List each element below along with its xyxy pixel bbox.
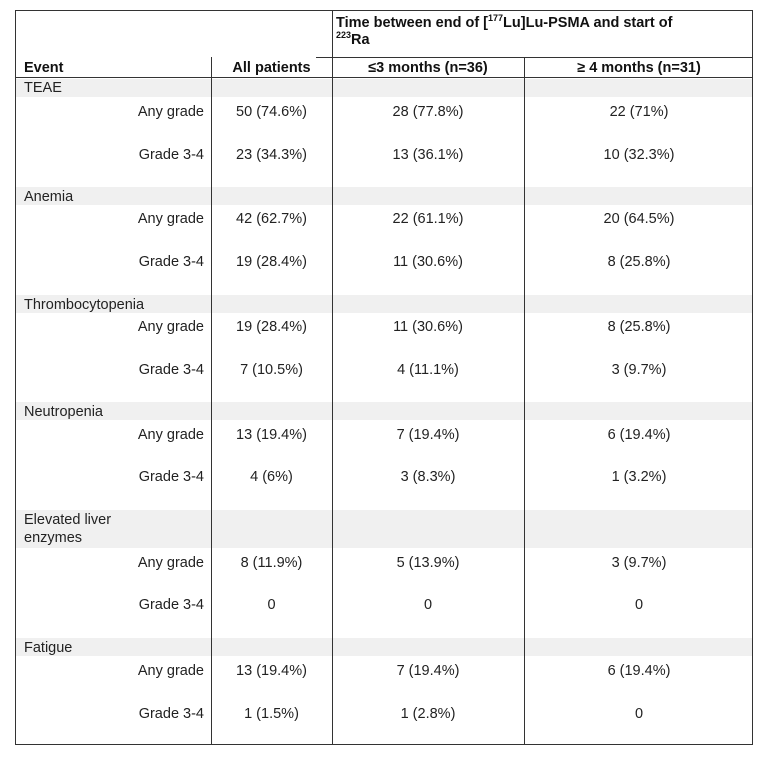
row-label: Grade 3-4 (138, 706, 204, 722)
cell-all-patients: 50 (74.6%) (236, 104, 307, 120)
row-label: Any grade (137, 211, 204, 227)
section-label-fatigue: Fatigue (24, 640, 73, 656)
section-label-line2: enzymes (24, 530, 83, 546)
column-header-ge4-months: ≥ 4 months (n=31) (577, 60, 701, 76)
cell-all-patients: 13 (19.4%) (236, 427, 307, 443)
section-band-fatigue (16, 638, 752, 656)
adverse-events-table: Time between end of [177Lu]Lu-PSMA and s… (15, 10, 753, 745)
cell-le3-months: 5 (13.9%) (396, 555, 460, 571)
cell-le3-months: 1 (2.8%) (400, 706, 456, 722)
subheader-divider (16, 77, 752, 78)
cell-le3-months: 3 (8.3%) (400, 469, 456, 485)
cell-all-patients: 19 (28.4%) (236, 319, 307, 335)
cell-all-patients: 0 (267, 597, 276, 613)
cell-le3-months: 11 (30.6%) (393, 319, 463, 335)
section-label-anemia: Anemia (24, 189, 74, 205)
section-band-anemia (16, 187, 752, 205)
cell-all-patients: 4 (6%) (250, 469, 293, 485)
cell-ge4-months: 8 (25.8%) (607, 254, 671, 270)
section-band-neutropenia (16, 402, 752, 420)
cell-ge4-months: 0 (634, 597, 644, 613)
cell-ge4-months: 3 (9.7%) (611, 362, 667, 378)
section-band-thrombocytopenia (16, 295, 752, 313)
cell-le3-months: 11 (30.6%) (393, 254, 463, 270)
cell-ge4-months: 6 (19.4%) (607, 427, 671, 443)
cell-ge4-months: 1 (3.2%) (611, 469, 667, 485)
header-divider (316, 57, 752, 58)
group-header-title: Time between end of [177Lu]Lu-PSMA and s… (336, 13, 673, 48)
cell-le3-months: 4 (11.1%) (397, 362, 459, 378)
cell-le3-months: 7 (19.4%) (396, 427, 460, 443)
row-label: Any grade (137, 104, 204, 120)
row-label: Grade 3-4 (138, 254, 204, 270)
cell-le3-months: 13 (36.1%) (392, 147, 464, 163)
section-band-teae (16, 79, 752, 97)
row-label: Any grade (137, 555, 204, 571)
cell-all-patients: 23 (34.3%) (236, 147, 307, 163)
cell-ge4-months: 6 (19.4%) (607, 663, 671, 679)
section-label-thrombocytopenia: Thrombocytopenia (24, 297, 145, 313)
section-label-neutropenia: Neutropenia (24, 404, 103, 420)
section-label-elevated-liver-enzymes: Elevated liver enzymes (24, 511, 111, 547)
cell-all-patients: 8 (11.9%) (240, 555, 303, 571)
cell-all-patients: 13 (19.4%) (236, 663, 307, 679)
section-label-teae: TEAE (24, 80, 62, 96)
cell-all-patients: 7 (10.5%) (240, 362, 303, 378)
row-label: Grade 3-4 (138, 362, 204, 378)
cell-ge4-months: 0 (634, 706, 644, 722)
section-band-liver (16, 510, 752, 548)
cell-ge4-months: 22 (71%) (609, 104, 669, 120)
column-divider (211, 57, 212, 744)
cell-le3-months: 7 (19.4%) (396, 663, 460, 679)
row-label: Any grade (137, 319, 204, 335)
column-header-le3-months: ≤3 months (n=36) (368, 60, 488, 76)
row-label: Grade 3-4 (138, 597, 204, 613)
cell-all-patients: 19 (28.4%) (236, 254, 307, 270)
cell-ge4-months: 3 (9.7%) (611, 555, 667, 571)
row-label: Grade 3-4 (138, 469, 204, 485)
section-label-line1: Elevated liver (24, 512, 112, 528)
cell-all-patients: 1 (1.5%) (244, 706, 299, 722)
cell-ge4-months: 20 (64.5%) (603, 211, 675, 227)
row-label: Grade 3-4 (138, 147, 204, 163)
row-label: Any grade (137, 427, 204, 443)
column-divider (524, 57, 525, 744)
column-header-event: Event (24, 60, 64, 76)
cell-all-patients: 42 (62.7%) (236, 211, 307, 227)
cell-le3-months: 0 (423, 597, 433, 613)
column-divider (332, 11, 333, 744)
row-label: Any grade (137, 663, 204, 679)
cell-ge4-months: 10 (32.3%) (603, 147, 675, 163)
cell-le3-months: 22 (61.1%) (392, 211, 464, 227)
cell-ge4-months: 8 (25.8%) (607, 319, 671, 335)
column-header-all-patients: All patients (232, 60, 311, 76)
cell-le3-months: 28 (77.8%) (392, 104, 464, 120)
